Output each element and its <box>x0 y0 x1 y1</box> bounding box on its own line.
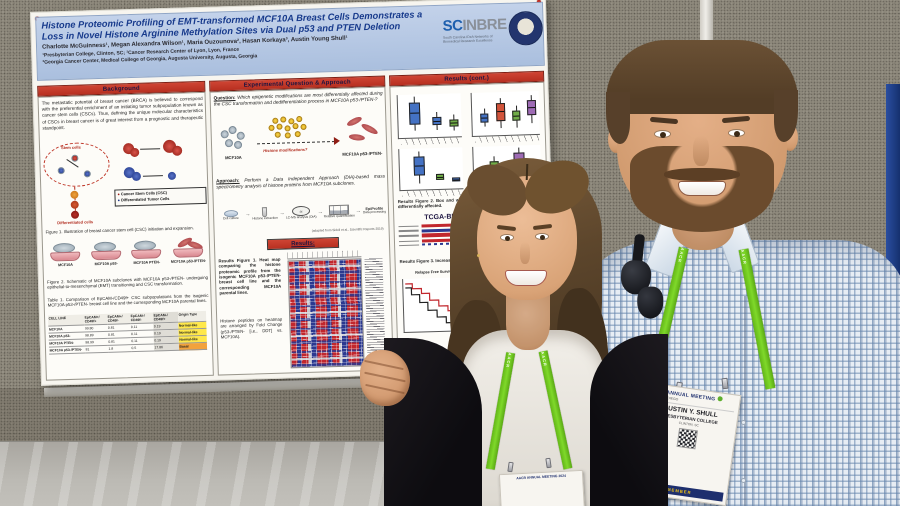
woman-badge: AACR ANNUAL MEETING 2024 <box>498 469 586 506</box>
man-hair-side <box>606 92 630 144</box>
shirt-button <box>741 478 746 483</box>
woman-eye <box>535 233 549 240</box>
woman-eye <box>500 234 514 241</box>
woman-nose <box>520 242 530 264</box>
lanyard-text: AACR <box>504 352 513 369</box>
pupil <box>734 131 740 137</box>
man-hand <box>360 350 410 406</box>
finger-line <box>364 371 406 382</box>
man-eye <box>728 129 745 137</box>
shirt-placket <box>744 296 746 506</box>
woman-smile <box>505 270 547 286</box>
man-hair <box>606 40 798 114</box>
earring <box>477 254 480 257</box>
pupil <box>540 235 545 240</box>
woman-blazer-right <box>590 334 668 506</box>
man-mustache <box>664 168 740 181</box>
badge-event: AACR ANNUAL MEETING 2024 <box>516 473 567 481</box>
finger-line <box>364 359 404 370</box>
pupil <box>660 132 666 138</box>
finger-line <box>365 383 405 394</box>
shirt-button <box>741 420 746 425</box>
woman-neck <box>506 294 550 350</box>
pupil <box>505 236 510 241</box>
man-eye <box>654 130 671 138</box>
